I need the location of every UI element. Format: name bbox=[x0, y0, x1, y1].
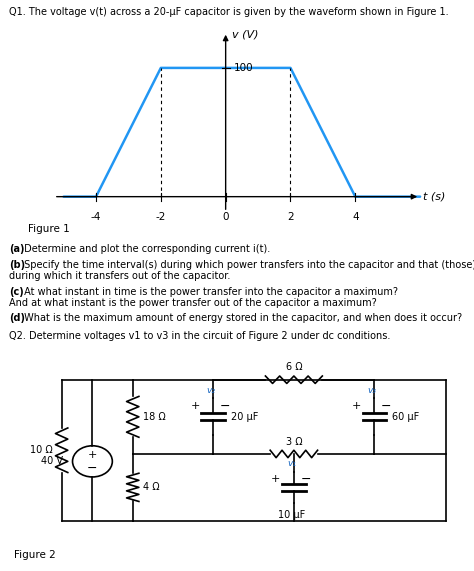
Text: Q2. Determine voltages v1 to v3 in the circuit of Figure 2 under dc conditions.: Q2. Determine voltages v1 to v3 in the c… bbox=[9, 331, 391, 341]
Text: during which it transfers out of the capacitor.: during which it transfers out of the cap… bbox=[9, 271, 231, 282]
Text: Figure 2: Figure 2 bbox=[14, 550, 56, 560]
Text: v (V): v (V) bbox=[232, 29, 259, 39]
Text: -4: -4 bbox=[91, 212, 101, 222]
Text: 10 μF: 10 μF bbox=[278, 510, 305, 520]
Text: Figure 1: Figure 1 bbox=[28, 224, 70, 235]
Text: +: + bbox=[352, 401, 361, 412]
Text: +: + bbox=[271, 474, 281, 484]
Text: 18 Ω: 18 Ω bbox=[143, 412, 166, 422]
Text: +: + bbox=[191, 401, 200, 412]
Text: 3 Ω: 3 Ω bbox=[285, 436, 302, 447]
Text: −: − bbox=[87, 463, 98, 475]
Text: v₃: v₃ bbox=[368, 385, 376, 395]
Text: (b): (b) bbox=[9, 260, 26, 270]
Text: 60 μF: 60 μF bbox=[392, 412, 419, 422]
Text: Specify the time interval(s) during which power transfers into the capacitor and: Specify the time interval(s) during whic… bbox=[21, 260, 474, 270]
Text: 2: 2 bbox=[287, 212, 294, 222]
Text: -2: -2 bbox=[155, 212, 166, 222]
Text: 10 Ω: 10 Ω bbox=[30, 445, 53, 455]
Text: At what instant in time is the power transfer into the capacitor a maximum?: At what instant in time is the power tra… bbox=[21, 287, 398, 297]
Text: 4: 4 bbox=[352, 212, 359, 222]
Text: (a): (a) bbox=[9, 244, 25, 255]
Text: −: − bbox=[301, 473, 311, 486]
Text: Determine and plot the corresponding current i(t).: Determine and plot the corresponding cur… bbox=[21, 244, 271, 255]
Text: t (s): t (s) bbox=[423, 192, 446, 202]
Text: −: − bbox=[220, 400, 230, 413]
Text: 100: 100 bbox=[234, 63, 254, 73]
Text: v₁: v₁ bbox=[287, 459, 296, 468]
Text: And at what instant is the power transfer out of the capacitor a maximum?: And at what instant is the power transfe… bbox=[9, 298, 377, 308]
Text: −: − bbox=[381, 400, 392, 413]
Text: Q1. The voltage v(t) across a 20-μF capacitor is given by the waveform shown in : Q1. The voltage v(t) across a 20-μF capa… bbox=[9, 7, 449, 17]
Text: 4 Ω: 4 Ω bbox=[143, 482, 160, 492]
Text: What is the maximum amount of energy stored in the capacitor, and when does it o: What is the maximum amount of energy sto… bbox=[21, 313, 463, 323]
Text: 40 V: 40 V bbox=[41, 456, 63, 467]
Text: 0: 0 bbox=[222, 212, 229, 222]
Text: 20 μF: 20 μF bbox=[231, 412, 259, 422]
Text: v₂: v₂ bbox=[207, 385, 215, 395]
Text: (c): (c) bbox=[9, 287, 24, 297]
Text: 6 Ω: 6 Ω bbox=[285, 361, 302, 372]
Text: +: + bbox=[88, 450, 97, 460]
Text: (d): (d) bbox=[9, 313, 26, 323]
